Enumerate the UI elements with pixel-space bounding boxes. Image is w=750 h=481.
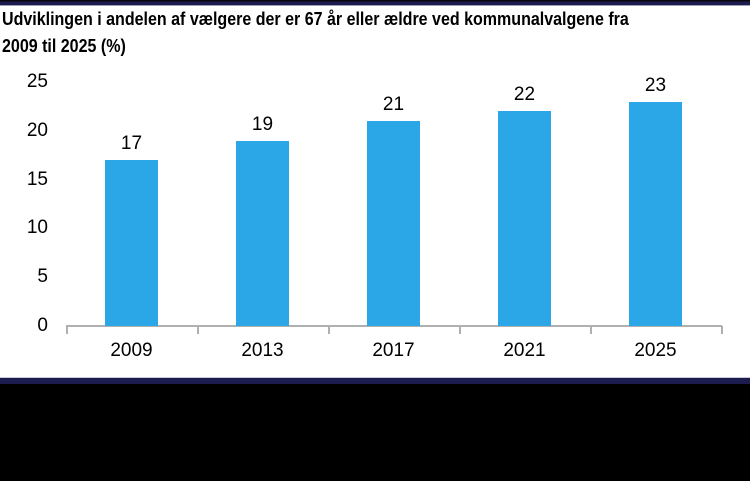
y-axis-tick-label: 15 xyxy=(26,168,48,190)
y-axis-tick-label: 25 xyxy=(26,71,48,92)
y-axis-tick-label: 0 xyxy=(37,315,48,336)
bar-value-label: 22 xyxy=(513,84,536,106)
x-axis-category-label: 2021 xyxy=(503,340,546,361)
x-axis-category-label: 2017 xyxy=(372,340,415,361)
bar-value-label: 21 xyxy=(382,94,405,116)
x-axis-tick-mark xyxy=(590,326,592,334)
x-axis-category-label: 2013 xyxy=(241,340,284,361)
x-axis-category-label: 2009 xyxy=(110,340,153,361)
bar-value-label: 17 xyxy=(120,133,143,155)
x-axis-tick-mark xyxy=(328,326,330,334)
bar-2013 xyxy=(236,140,289,326)
y-axis-tick-label: 10 xyxy=(26,217,48,239)
bar-2021 xyxy=(498,111,551,326)
y-axis-tick-label: 20 xyxy=(26,119,48,141)
y-axis-tick-label: 5 xyxy=(37,266,48,288)
bar-chart-plot-area: 0 5 10 15 20 25 17 2009 19 2013 21 2017 22 2021 23 2025 xyxy=(0,60,750,380)
chart-title-line1: Udviklingen i andelen af vælgere der er … xyxy=(2,9,629,29)
bar-2009 xyxy=(105,160,158,326)
bottom-black-area xyxy=(0,384,750,481)
x-axis-tick-mark xyxy=(459,326,461,334)
bar-2025 xyxy=(629,101,682,326)
x-axis-category-label: 2025 xyxy=(634,340,677,361)
chart-title-line2: 2009 til 2025 (%) xyxy=(2,36,126,56)
x-axis-tick-mark xyxy=(197,326,199,334)
top-border-line xyxy=(0,0,750,6)
chart-title: Udviklingen i andelen af vælgere der er … xyxy=(2,6,706,60)
x-axis-tick-mark xyxy=(721,326,723,334)
x-axis-line xyxy=(66,325,722,327)
bar-2017 xyxy=(367,121,420,326)
bottom-border-line xyxy=(0,377,750,384)
bar-value-label: 23 xyxy=(644,74,667,96)
bar-value-label: 19 xyxy=(251,113,274,135)
x-axis-tick-mark xyxy=(66,326,68,334)
